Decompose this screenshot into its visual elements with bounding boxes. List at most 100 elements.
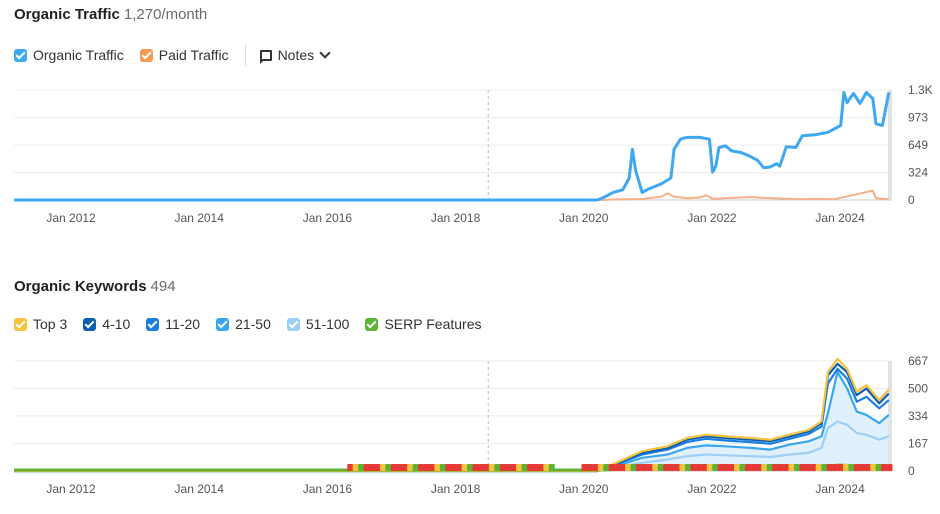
legend-serp-features[interactable]: SERP Features	[365, 316, 481, 332]
traffic-y-tick-label: 0	[908, 193, 915, 207]
serp-feature-icon	[483, 464, 490, 471]
serp-feature-icon	[532, 464, 539, 471]
series-line-paid-traffic	[14, 189, 889, 201]
serp-feature-icon	[842, 464, 849, 471]
keywords-y-tick-label: 667	[908, 354, 928, 368]
legend-51-100[interactable]: 51-100	[286, 316, 350, 332]
serp-feature-icon	[412, 464, 419, 471]
serp-feature-icon	[695, 464, 702, 471]
serp-feature-icon	[859, 464, 866, 471]
serp-feature-icon	[630, 464, 637, 471]
serp-feature-icon	[390, 464, 397, 471]
notes-button[interactable]: Notes	[259, 47, 331, 64]
keywords-x-tick-label: Jan 2020	[559, 482, 609, 496]
serp-feature-icon	[379, 464, 386, 471]
legend-11-20[interactable]: 11-20	[146, 316, 200, 332]
comment-icon	[259, 49, 272, 64]
legend-51-100-label: 51-100	[305, 316, 350, 332]
serp-feature-icon	[428, 464, 435, 471]
keywords-x-tick-label: Jan 2016	[303, 482, 353, 496]
serp-feature-icon	[450, 464, 457, 471]
traffic-x-tick-label: Jan 2014	[175, 211, 225, 225]
legend-4-10[interactable]: 4-10	[83, 316, 130, 332]
serp-feature-icon	[799, 464, 806, 471]
serp-feature-icon	[434, 464, 441, 471]
serp-feature-icon	[739, 464, 746, 471]
serp-feature-icon	[875, 464, 882, 471]
serp-feature-icon	[581, 464, 588, 471]
traffic-range-handle	[888, 90, 892, 200]
serp-feature-icon	[358, 464, 365, 471]
serp-feature-icon	[777, 464, 784, 471]
organic-traffic-label: Organic Traffic	[14, 6, 120, 23]
serp-feature-icon	[614, 464, 621, 471]
serp-feature-icon	[870, 464, 877, 471]
serp-feature-icon	[728, 464, 735, 471]
legend-paid-traffic-label: Paid Traffic	[158, 47, 229, 63]
serp-feature-icon	[712, 464, 719, 471]
legend-21-50-label: 21-50	[235, 316, 271, 332]
checkbox-icon[interactable]	[286, 317, 300, 331]
serp-feature-icon	[657, 464, 664, 471]
serp-feature-icon	[788, 464, 795, 471]
serp-feature-icon	[750, 464, 757, 471]
checkbox-icon[interactable]	[146, 317, 160, 331]
serp-feature-icon	[761, 464, 768, 471]
serp-feature-icon	[543, 464, 550, 471]
serp-feature-icon	[723, 464, 730, 471]
serp-feature-icon	[347, 464, 354, 471]
legend-11-20-label: 11-20	[165, 316, 201, 332]
series-line-21-50	[14, 370, 890, 473]
serp-feature-icon	[608, 464, 615, 471]
serp-feature-icon	[783, 464, 790, 471]
serp-feature-icon	[701, 464, 708, 471]
serp-feature-icon	[706, 464, 713, 471]
serp-feature-icon	[810, 464, 817, 471]
serp-feature-icon	[488, 464, 495, 471]
serp-feature-icon	[674, 464, 681, 471]
organic-traffic-chart[interactable]: 0 324 649 973 1.3K Jan 2012 Jan 2014 Jan 2016 Ja…	[0, 0, 940, 240]
serp-feature-icon	[396, 464, 403, 471]
legend-organic-traffic[interactable]: Organic Traffic	[14, 47, 124, 63]
checkbox-icon[interactable]	[14, 48, 27, 62]
legend-divider	[244, 44, 246, 66]
serp-feature-icon	[625, 464, 632, 471]
legend-21-50[interactable]: 21-50	[216, 316, 271, 332]
serp-feature-icon	[821, 464, 828, 471]
traffic-x-tick-label: Jan 2016	[303, 211, 353, 225]
organic-keywords-value: 494	[150, 278, 176, 295]
serp-feature-icon	[668, 464, 675, 471]
serp-feature-icon	[734, 464, 741, 471]
checkbox-icon[interactable]	[139, 48, 153, 62]
keywords-y-tick-label: 500	[908, 382, 928, 396]
checkbox-icon[interactable]	[14, 317, 27, 331]
traffic-y-tick-label: 1.3K	[908, 83, 933, 97]
organic-keywords-legend: Top 3 4-10 11-20 21-50 51-100 SERP Featu…	[14, 316, 497, 332]
traffic-y-tick-label: 324	[908, 166, 928, 180]
keywords-x-tick-label: Jan 2024	[815, 482, 865, 496]
serp-feature-icon	[369, 464, 376, 471]
organic-traffic-value: 1,270/month	[123, 6, 208, 23]
keywords-y-tick-label: 0	[908, 464, 915, 478]
serp-feature-icon	[461, 464, 468, 471]
serp-feature-icon	[815, 464, 822, 471]
serp-feature-icon	[619, 464, 626, 471]
serp-feature-icon	[467, 464, 474, 471]
keywords-x-tick-label: Jan 2012	[46, 482, 96, 496]
legend-paid-traffic[interactable]: Paid Traffic	[139, 47, 229, 63]
serp-feature-icon	[832, 464, 839, 471]
serp-feature-icon	[407, 464, 414, 471]
keywords-y-tick-label: 334	[908, 409, 928, 423]
serp-feature-icon	[772, 464, 779, 471]
serp-feature-icon	[374, 464, 381, 471]
organic-keywords-chart[interactable]: 0 167 334 500 667 Jan 2012 Jan 2014 Jan 2016 Jan…	[0, 272, 940, 514]
serp-feature-icon	[510, 464, 517, 471]
checkbox-icon[interactable]	[216, 317, 230, 331]
serp-feature-icon	[652, 464, 659, 471]
serp-feature-icon	[766, 464, 773, 471]
serp-feature-icon	[527, 464, 534, 471]
checkbox-icon[interactable]	[83, 317, 97, 331]
legend-top-3[interactable]: Top 3	[14, 316, 67, 332]
checkbox-icon[interactable]	[365, 317, 379, 331]
serp-feature-icon	[603, 464, 610, 471]
